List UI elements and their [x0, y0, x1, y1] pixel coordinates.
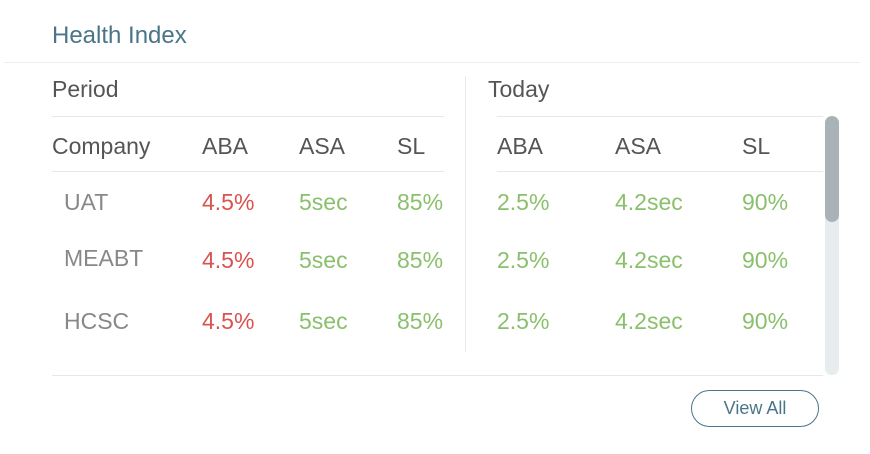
today-sl-value: 90% [742, 247, 789, 273]
today-aba-value: 2.5% [497, 247, 550, 273]
column-header-today-aba: ABA [497, 133, 544, 159]
company-name: HCSC [64, 308, 130, 334]
today-section-label: Today [488, 76, 550, 102]
table-bottom-rule [52, 375, 823, 376]
widget-title: Health Index [52, 22, 187, 49]
section-divider [465, 76, 466, 352]
company-name: MEABT [64, 245, 144, 271]
today-header-bottom-rule [497, 171, 823, 172]
column-header-today-asa: ASA [615, 133, 662, 159]
period-header-bottom-rule [52, 171, 444, 172]
period-header-top-rule [52, 116, 444, 117]
period-asa-value: 5sec [299, 247, 348, 273]
today-asa-value: 4.2sec [615, 247, 683, 273]
today-sl-value: 90% [742, 308, 789, 334]
table-scrollbar-thumb[interactable] [825, 116, 839, 222]
period-aba-value: 4.5% [202, 308, 255, 334]
period-sl-value: 85% [397, 189, 444, 215]
column-header-period-aba: ABA [202, 133, 249, 159]
today-header-top-rule [497, 116, 823, 117]
period-aba-value: 4.5% [202, 247, 255, 273]
today-aba-value: 2.5% [497, 189, 550, 215]
view-all-button[interactable]: View All [691, 390, 819, 427]
period-aba-value: 4.5% [202, 189, 255, 215]
period-asa-value: 5sec [299, 189, 348, 215]
column-header-today-sl: SL [742, 133, 771, 159]
period-sl-value: 85% [397, 247, 444, 273]
title-divider [4, 62, 860, 63]
column-header-period-sl: SL [397, 133, 426, 159]
column-header-company: Company [52, 133, 151, 159]
today-asa-value: 4.2sec [615, 308, 683, 334]
period-sl-value: 85% [397, 308, 444, 334]
period-asa-value: 5sec [299, 308, 348, 334]
today-sl-value: 90% [742, 189, 789, 215]
today-asa-value: 4.2sec [615, 189, 683, 215]
period-section-label: Period [52, 76, 119, 102]
today-aba-value: 2.5% [497, 308, 550, 334]
company-name: UAT [64, 189, 109, 215]
column-header-period-asa: ASA [299, 133, 346, 159]
